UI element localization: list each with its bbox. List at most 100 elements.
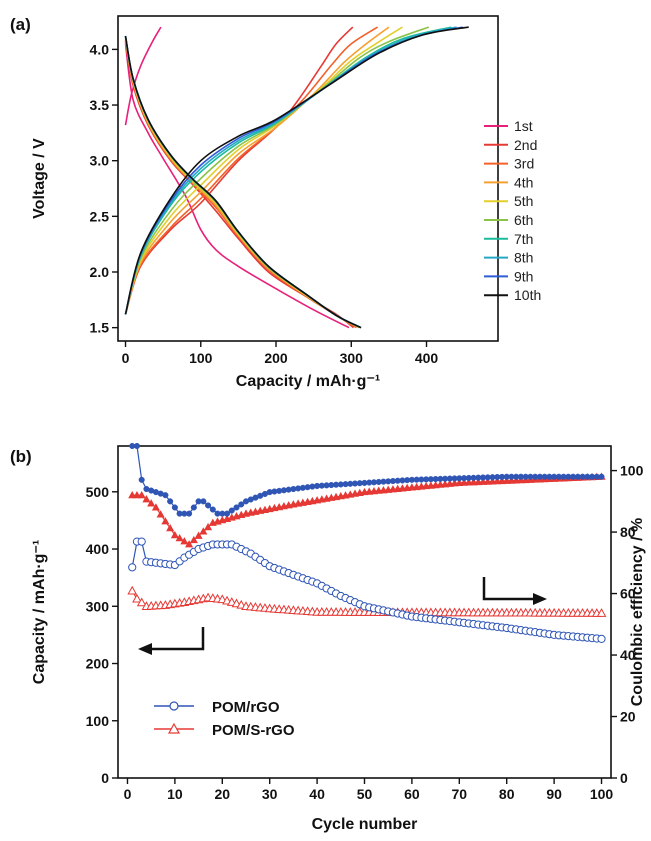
- data-point: [186, 510, 193, 517]
- data-point: [137, 490, 146, 499]
- y-tick-label: 2.5: [90, 208, 110, 224]
- x-tick-label: 100: [590, 786, 614, 802]
- series-POM-S-rGO: [127, 585, 607, 617]
- data-point: [483, 477, 492, 485]
- legend-label-5th: 5th: [514, 193, 533, 209]
- y-left-tick-label: 200: [86, 656, 110, 672]
- data-point: [455, 478, 464, 486]
- data-point: [596, 608, 607, 617]
- data-point: [502, 476, 511, 484]
- y-right-tick-label: 60: [620, 586, 636, 602]
- data-point: [233, 504, 240, 511]
- data-point: [199, 527, 208, 535]
- data-point: [142, 495, 151, 503]
- charge-curve-2nd: [124, 26, 354, 315]
- y-left-axis-label: Capacity / mAh·g⁻¹: [31, 540, 48, 684]
- y-right-tick-label: 80: [620, 524, 636, 540]
- y-tick-label: 2.0: [90, 264, 110, 280]
- legend-label-3rd: 3rd: [514, 156, 534, 172]
- legend-label-7th: 7th: [514, 231, 533, 247]
- legend-label-8th: 8th: [514, 250, 533, 266]
- right-axis-arrowhead: [533, 593, 547, 605]
- legend-marker-POM-S-rGO: [167, 722, 181, 734]
- x-tick-label: 10: [167, 786, 183, 802]
- data-point: [507, 476, 516, 484]
- data-point: [167, 498, 174, 505]
- data-point: [200, 498, 207, 505]
- data-point: [238, 501, 245, 508]
- panel-label-b: (b): [10, 447, 32, 466]
- x-tick-label: 90: [546, 786, 562, 802]
- data-point: [598, 473, 605, 480]
- data-point: [228, 507, 235, 514]
- legend-label-10th: 10th: [514, 287, 541, 303]
- data-point: [161, 517, 170, 525]
- charge-curve-3rd: [124, 26, 379, 315]
- data-point: [127, 585, 138, 595]
- data-point: [209, 506, 216, 513]
- y-right-tick-label: 0: [620, 770, 628, 786]
- discharge-curve-3rd: [124, 40, 357, 329]
- legend-marker-POM-rGO: [169, 701, 179, 711]
- x-tick-label: 100: [189, 350, 213, 366]
- data-point: [171, 504, 178, 511]
- discharge-curve-8th: [124, 35, 362, 329]
- legend-label-6th: 6th: [514, 212, 533, 228]
- y-left-tick-label: 100: [86, 713, 110, 729]
- data-point: [512, 476, 521, 484]
- charge-curve-6th: [124, 26, 430, 315]
- x-tick-label: 60: [404, 786, 420, 802]
- discharge-curve-5th: [124, 38, 360, 329]
- data-point: [597, 634, 606, 644]
- x-tick-label: 400: [415, 350, 439, 366]
- data-point: [493, 477, 502, 485]
- y-axis-label: Voltage / V: [31, 138, 48, 219]
- data-point: [162, 492, 169, 499]
- x-tick-label: 70: [452, 786, 468, 802]
- y-left-tick-label: 400: [86, 541, 110, 557]
- legend-label-4th: 4th: [514, 174, 533, 190]
- data-point: [474, 477, 483, 486]
- data-point: [459, 478, 469, 486]
- data-point: [223, 510, 231, 517]
- y-right-tick-label: 40: [620, 647, 636, 663]
- x-tick-label: 30: [262, 786, 278, 802]
- charge-curve-1st: [124, 26, 162, 126]
- charge-curve-5th: [124, 26, 403, 315]
- legend-label-9th: 9th: [514, 268, 533, 284]
- y-left-tick-label: 0: [101, 770, 109, 786]
- panel-label-a: (a): [10, 15, 31, 34]
- data-point: [185, 540, 194, 548]
- data-point: [147, 499, 156, 507]
- y-left-tick-label: 500: [86, 484, 110, 500]
- discharge-curve-7th: [124, 35, 362, 329]
- discharge-curve-10th: [124, 35, 362, 329]
- x-tick-label: 0: [124, 786, 132, 802]
- x-tick-label: 50: [357, 786, 373, 802]
- legend-label-POM-S-rGO: POM/S-rGO: [212, 722, 295, 739]
- data-point: [151, 503, 160, 511]
- data-point: [138, 476, 145, 483]
- y-right-tick-label: 20: [620, 709, 636, 725]
- data-point: [497, 476, 507, 485]
- data-point: [136, 597, 147, 607]
- series-POM-rGO-coulombic-efficiency: [129, 442, 605, 517]
- x-tick-label: 40: [309, 786, 325, 802]
- y-tick-label: 3.5: [90, 97, 110, 113]
- y-tick-label: 4.0: [90, 41, 110, 57]
- data-point: [464, 478, 473, 486]
- plot-frame-a: [117, 15, 499, 342]
- data-point: [190, 504, 197, 511]
- data-point: [166, 524, 175, 532]
- data-point: [137, 537, 146, 546]
- data-point: [205, 502, 212, 509]
- series-POM-rGO: [128, 537, 606, 644]
- legend-b: POM/rGO POM/S-rGO: [154, 699, 295, 739]
- charge-curve-10th: [124, 26, 469, 315]
- x-tick-label: 200: [264, 350, 288, 366]
- data-point: [180, 537, 189, 545]
- data-point: [170, 530, 179, 539]
- data-point: [516, 475, 525, 484]
- discharge-curve-1st: [124, 43, 350, 329]
- x-tick-label: 300: [340, 350, 364, 366]
